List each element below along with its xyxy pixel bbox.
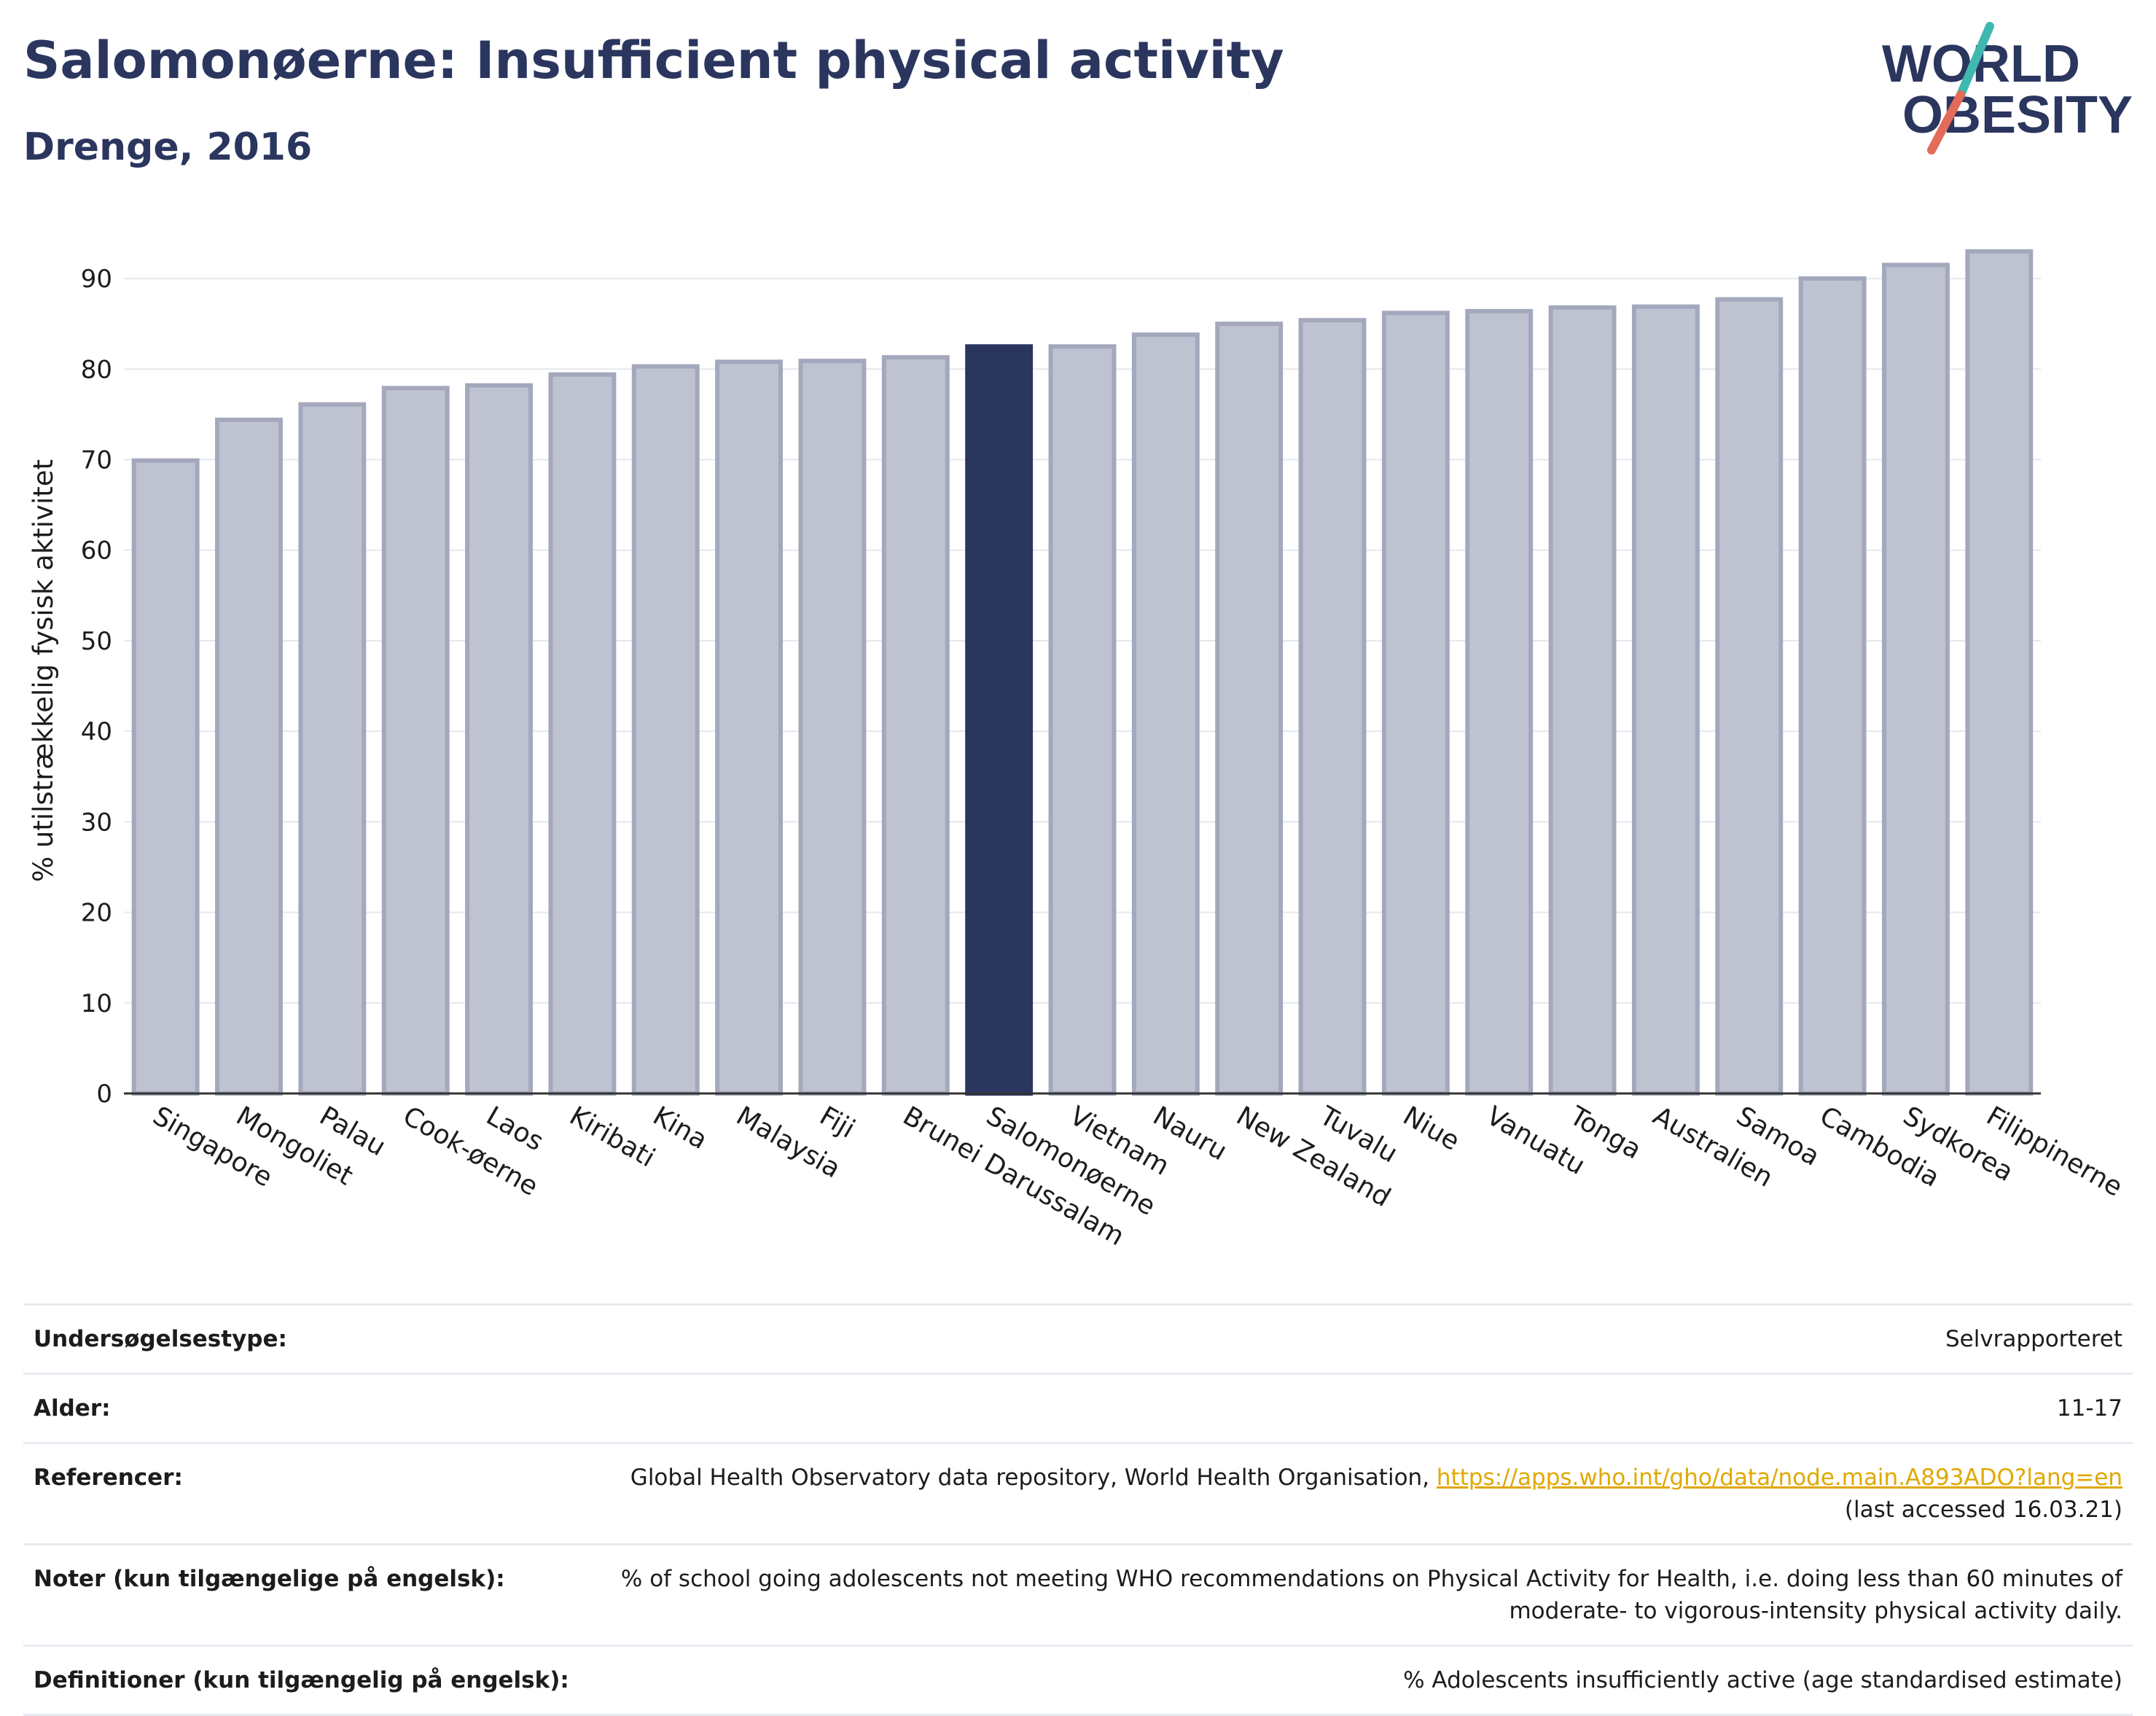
info-row: Referencer: Global Health Observatory dat… [23,1442,2133,1543]
info-value-text: Global Health Observatory data repositor… [630,1465,1437,1491]
y-tick-label: 40 [81,717,112,746]
y-tick-label: 30 [81,808,112,837]
bar[interactable] [1215,321,1284,1096]
y-axis-label: % utilstrækkelig fysisk aktivitet [28,459,59,882]
info-value: % of school going adolescents not meetin… [620,1566,2122,1624]
world-obesity-logo: WORLD OBESITY [1882,22,2133,155]
bar[interactable] [1131,332,1200,1096]
bar[interactable] [465,383,534,1096]
bar[interactable] [1381,311,1450,1096]
y-tick-label: 0 [96,1080,112,1109]
y-tick-label: 60 [81,537,112,566]
bar[interactable] [131,458,200,1096]
bar-chart: 0 10 20 30 40 50 60 70 80 90 SingaporeMongolietPa… [28,249,2128,1252]
bar[interactable] [1548,305,1617,1096]
info-value-suffix: (last accessed 16.03.21) [1844,1497,2122,1523]
bar[interactable] [798,359,867,1096]
y-tick-label: 90 [81,265,112,294]
x-tick-label: Fiji [814,1101,859,1144]
info-label: Definitioner (kun tilgængelig på engelsk… [34,1667,569,1693]
x-tick-label: Niue [1398,1101,1464,1156]
info-value: Selvrapporteret [1945,1326,2122,1352]
bar[interactable] [1298,318,1367,1096]
info-value: % Adolescents insufficiently active (age… [1403,1667,2122,1693]
info-value: 11-17 [2056,1395,2122,1421]
info-table: Undersøgelsestype: Selvrapporteret Alder: 1… [23,1303,2133,1716]
logo-slash-teal [1956,22,1994,99]
info-row: Definitioner (kun tilgængelig på engelsk… [23,1645,2133,1716]
info-row: Undersøgelsestype: Selvrapporteret [23,1303,2133,1373]
info-row: Noter (kun tilgængelige på engelsk): % of… [23,1543,2133,1645]
bar[interactable] [548,372,617,1096]
bar[interactable] [381,386,450,1096]
bar[interactable] [631,364,700,1096]
info-label: Noter (kun tilgængelige på engelsk): [34,1566,505,1592]
bar[interactable] [715,359,784,1096]
y-tick-label: 20 [81,899,112,928]
y-tick-label: 80 [81,355,112,384]
info-label: Undersøgelsestype: [34,1326,287,1352]
bar[interactable] [1631,304,1700,1096]
bars [131,249,2034,1096]
bar[interactable] [881,355,950,1096]
x-tick-label: Kiribati [564,1101,660,1173]
logo-slash-coral [1927,90,1965,155]
bar[interactable] [1965,249,2034,1096]
bar[interactable] [1715,297,1784,1096]
bar[interactable] [298,402,367,1096]
bar[interactable] [215,417,283,1096]
info-row: Alder: 11-17 [23,1373,2133,1442]
chart-title: Salomonøerne: Insufficient physical acti… [23,31,1284,90]
y-tick-label: 10 [81,989,112,1018]
bar[interactable] [1882,262,1950,1096]
info-label: Alder: [34,1395,111,1421]
bar[interactable] [965,344,1034,1096]
info-value: Global Health Observatory data repositor… [630,1462,2122,1526]
info-label: Referencer: [34,1465,183,1491]
y-tick-label: 50 [81,627,112,656]
bar[interactable] [1048,344,1117,1096]
y-tick-labels: 0 10 20 30 40 50 60 70 80 90 [81,265,112,1109]
y-tick-label: 70 [81,446,112,475]
chart-subtitle: Drenge, 2016 [23,125,313,169]
bar[interactable] [1798,276,1867,1096]
reference-link[interactable]: https://apps.who.int/gho/data/node.main.… [1436,1465,2122,1491]
bar[interactable] [1465,308,1534,1096]
